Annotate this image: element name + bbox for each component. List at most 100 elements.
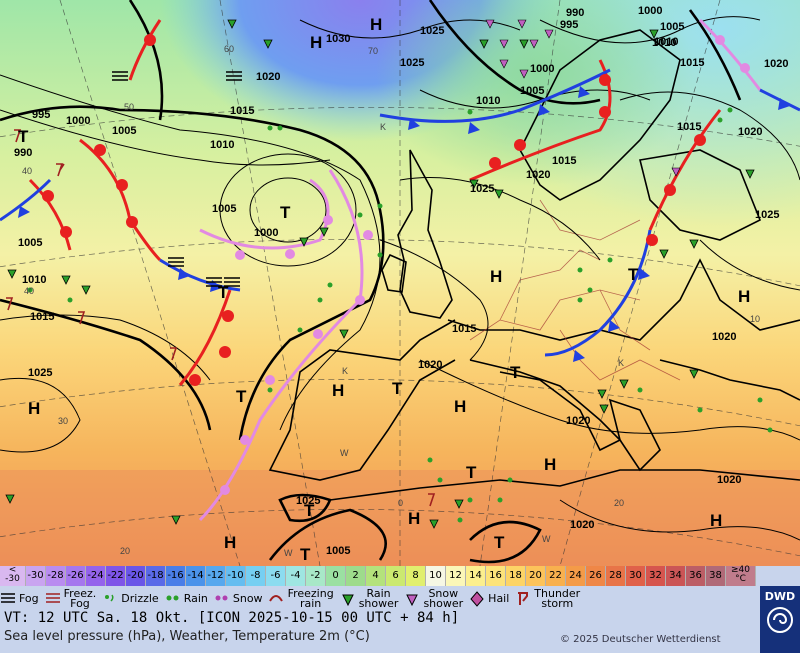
legend-label: Rain [183, 592, 208, 605]
legend-label: Snow shower [423, 587, 464, 610]
cold-front [379, 68, 611, 123]
low-pressure-center: T [392, 379, 403, 398]
occluded-front [698, 18, 762, 91]
isobar-label: 1025 [470, 183, 494, 195]
copyright: © 2025 Deutscher Wetterdienst [560, 634, 721, 645]
hail-icon [470, 591, 484, 607]
low-pressure-center: T [628, 265, 639, 284]
legend-label: Fog [19, 592, 39, 605]
isobar-label: 990 [566, 7, 584, 19]
temperature-label: 20 [120, 546, 130, 556]
high-pressure-center: H [408, 509, 420, 528]
warm-front [178, 289, 232, 386]
cold-front [159, 258, 241, 292]
valid-time: VT: 12 UTC Sa. 18 Okt. [ICON 2025-10-15 … [4, 610, 460, 626]
warm-front [648, 109, 722, 231]
scale-cell: 12 [446, 566, 466, 586]
front-symbols [18, 34, 790, 495]
temperature-label: 10 [750, 314, 760, 324]
legend-label: Freezing rain [287, 587, 334, 610]
legend-label: Rain shower [358, 587, 399, 610]
scale-cell: -24 [86, 566, 106, 586]
isobar-label: 1025 [400, 57, 424, 69]
snow-icon [215, 595, 228, 601]
isobar-label: 1010 [210, 139, 234, 151]
isobar-label: 1020 [738, 126, 762, 138]
isobar-label: 1015 [677, 121, 701, 133]
scale-cell: -22 [106, 566, 126, 586]
legend-item-rain: Rain [165, 591, 208, 607]
isobar-label: 1025 [755, 209, 779, 221]
scale-cell: 18 [506, 566, 526, 586]
legend-label: Thunder storm [534, 587, 581, 610]
scale-cell: 34 [666, 566, 686, 586]
high-pressure-center: H [738, 287, 750, 306]
scale-cell: -2 [306, 566, 326, 586]
temperature-label: 70 [368, 46, 378, 56]
temperature-label: 50 [124, 102, 134, 112]
isobar-label: 1005 [326, 545, 350, 557]
isobar-label: 1015 [452, 323, 476, 335]
scale-cell: < -30 [0, 566, 26, 586]
temperature-label: W [340, 448, 349, 458]
isobar-label: 1020 [712, 331, 736, 343]
scale-cell: 36 [686, 566, 706, 586]
scale-cell: 20 [526, 566, 546, 586]
isobar-label: 1020 [570, 519, 594, 531]
warm-front [128, 19, 162, 81]
high-pressure-center: H [28, 399, 40, 418]
scale-cell: 24 [566, 566, 586, 586]
low-pressure-center: T [304, 501, 315, 520]
low-pressure-center: T [466, 463, 477, 482]
snow-shower-icon [406, 594, 419, 607]
isobar-label: 1015 [30, 311, 54, 323]
scale-cell: 10 [426, 566, 446, 586]
scale-cell: 14 [466, 566, 486, 586]
isobar-label: 1005 [660, 21, 684, 33]
legend-panel: < -30 -30 -28 -26 -24 -22 -20 -18 -16 -14 -12 -10 -8… [0, 566, 800, 653]
temperature-label: 40 [22, 166, 32, 176]
isobar-label: 1005 [18, 237, 42, 249]
scale-cell: 28 [606, 566, 626, 586]
scale-cell: -28 [46, 566, 66, 586]
country-borders [469, 199, 681, 381]
isobar-label: 1005 [212, 203, 236, 215]
snow-shower-symbols [485, 19, 681, 177]
low-pressure-center: T [280, 203, 291, 222]
fog-icon [1, 593, 15, 603]
low-pressure-center: T [510, 363, 521, 382]
scale-cell: 6 [386, 566, 406, 586]
rain-shower-symbols [5, 19, 755, 529]
temperature-color-scale: < -30 -30 -28 -26 -24 -22 -20 -18 -16 -14 -12 -10 -8… [0, 566, 800, 586]
low-pressure-center: T [218, 283, 229, 302]
isobar-label: 1025 [420, 25, 444, 37]
isobar-label: 1000 [638, 5, 662, 17]
legend-item-snow: Snow [214, 591, 263, 607]
low-pressure-center: T [236, 387, 247, 406]
isobar-label: 1025 [28, 367, 52, 379]
freezing-rain-symbols [6, 129, 436, 507]
legend-label: Freez. Fog [63, 587, 97, 610]
scale-cell: 32 [646, 566, 666, 586]
isobar-label: 1000 [530, 63, 554, 75]
isobar-label: 1020 [526, 169, 550, 181]
scale-cell: ≥40 °C [726, 566, 756, 586]
scale-cell: -16 [166, 566, 186, 586]
cold-front [544, 229, 652, 357]
rain-symbols [27, 107, 773, 523]
high-pressure-center: H [370, 15, 382, 34]
temperature-labels: 60 50 40 40 30 20 20 10 0 70 K K K W W W [22, 44, 760, 558]
legend-item-rain-shower: Rain shower [340, 587, 399, 610]
isobar-label: 995 [560, 19, 578, 31]
low-pressure-center: T [494, 533, 505, 552]
scale-cell: 4 [366, 566, 386, 586]
cold-front [0, 178, 52, 222]
scale-cell: 22 [546, 566, 566, 586]
low-pressure-center: T [18, 127, 29, 146]
legend-label: Snow [232, 592, 263, 605]
dwd-logo: DWD [760, 586, 800, 653]
temperature-label: K [618, 358, 624, 368]
scale-cell: -30 [26, 566, 46, 586]
isobar-label: 1020 [717, 474, 741, 486]
